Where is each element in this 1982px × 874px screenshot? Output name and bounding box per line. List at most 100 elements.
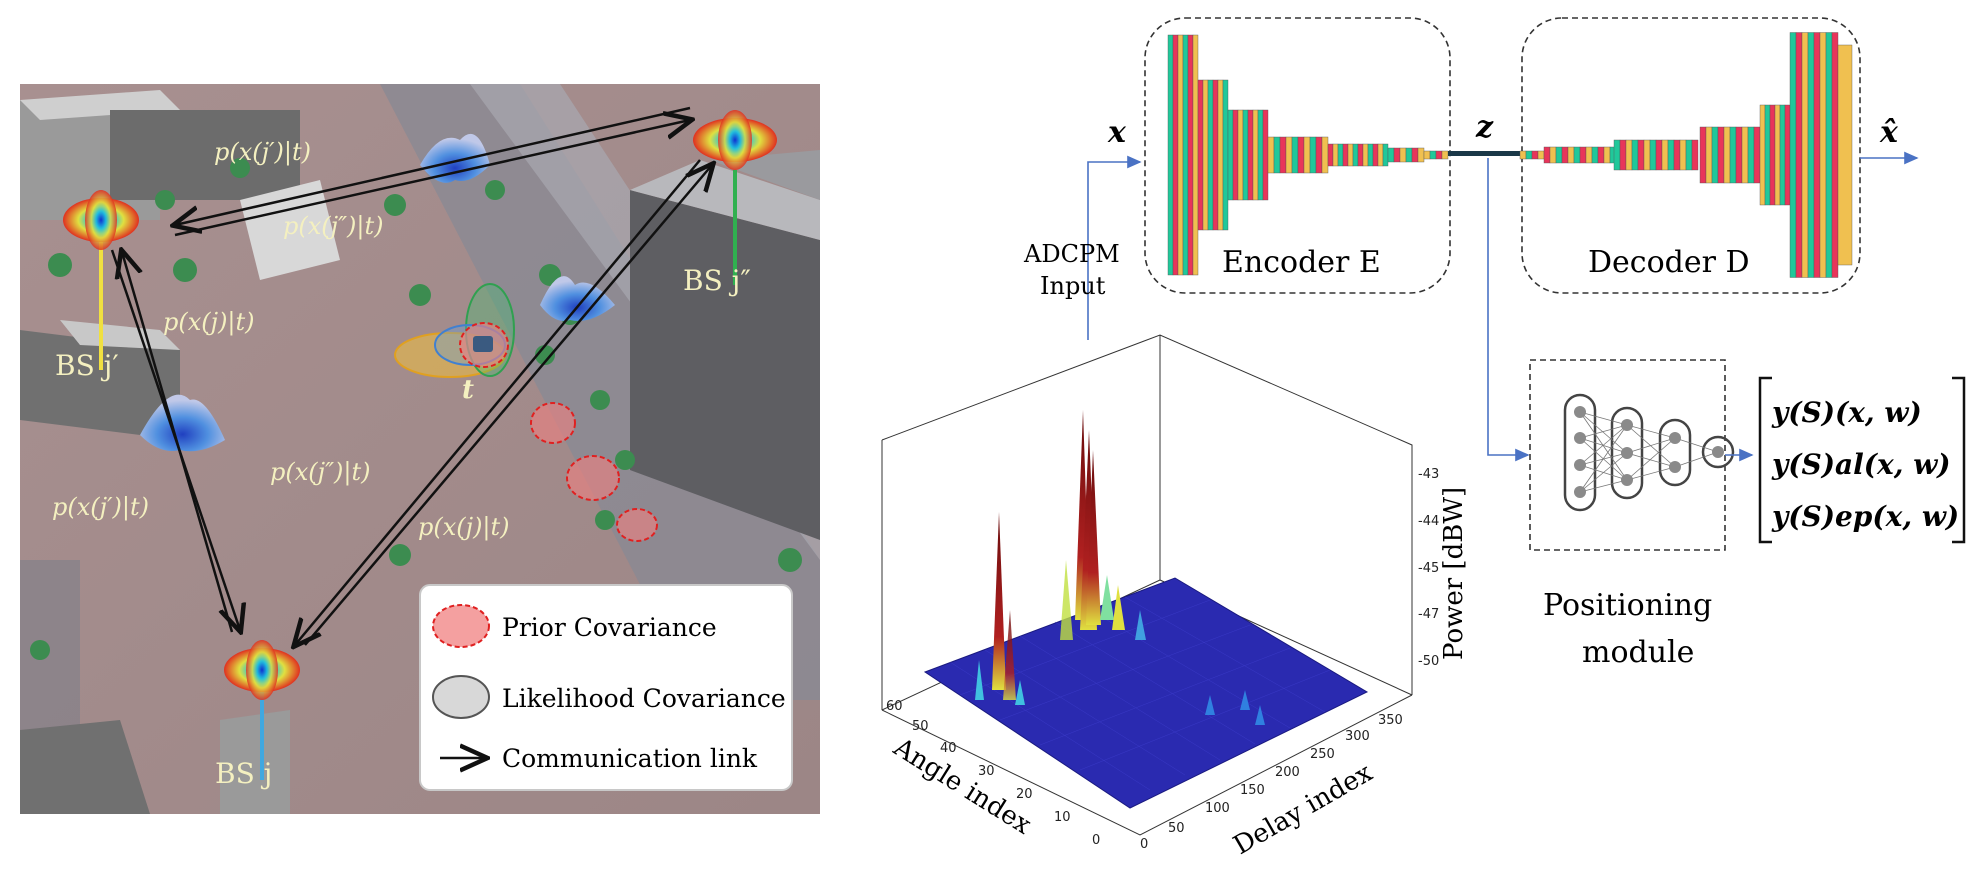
decoder-layers	[1519, 32, 1853, 278]
network-layer	[1291, 136, 1299, 174]
network-layer	[1735, 126, 1743, 184]
network-layer	[1741, 126, 1749, 184]
network-layer	[1591, 146, 1599, 164]
network-layer	[1729, 126, 1737, 184]
network-layer	[1691, 139, 1699, 171]
delay-tick: 250	[1310, 747, 1335, 762]
angle-tick: 50	[912, 719, 929, 734]
network-layer	[1661, 139, 1669, 171]
decoder-label: Decoder D	[1588, 245, 1750, 280]
network-layer	[1377, 143, 1384, 167]
network-layer	[1411, 147, 1419, 163]
link-label: p(x(j)|t)	[418, 513, 510, 542]
network-layer	[1759, 104, 1766, 206]
network-layer	[1769, 104, 1776, 206]
positioning-label: Positioning	[1543, 588, 1712, 623]
delay-tick: 200	[1275, 765, 1300, 780]
neural-network-icon	[1563, 393, 1735, 512]
network-layer	[1393, 147, 1401, 163]
beam-pattern-icon	[693, 110, 777, 170]
delay-tick: 50	[1168, 821, 1185, 836]
angle-tick: 0	[1092, 833, 1100, 848]
network-layer	[1801, 32, 1809, 278]
network-layer	[1679, 139, 1687, 171]
angle-axis-ticks: 0 10 20 30 40 50 60	[886, 699, 1100, 848]
input-arrow	[1087, 155, 1142, 340]
likelihood-mound-icon	[540, 276, 615, 321]
network-layer	[1625, 139, 1633, 171]
network-layer	[1543, 146, 1551, 164]
output-y-al: y(S)al(x, w)	[1771, 448, 1951, 481]
legend-label: Communication link	[502, 744, 758, 773]
network-layer	[1519, 150, 1527, 160]
z-axis-ticks: -43 -44 -45 -47 -50	[1418, 467, 1439, 669]
delay-tick: 150	[1240, 783, 1265, 798]
prior-ellipse-vehicle	[616, 508, 658, 542]
delay-axis-label: Delay index	[1229, 758, 1378, 862]
network-layer	[1405, 147, 1413, 163]
network-layer	[1705, 126, 1713, 184]
latent-to-positioning-arrow	[1487, 158, 1530, 462]
network-layer	[1273, 136, 1281, 174]
network-layer	[1549, 146, 1557, 164]
network-layer	[1807, 32, 1815, 278]
beam-pattern-icon	[224, 640, 300, 700]
network-layer	[1232, 109, 1239, 201]
positioning-label: module	[1582, 635, 1694, 670]
network-layer	[1352, 143, 1359, 167]
network-layer	[1561, 146, 1569, 164]
delay-axis-ticks: 0 50 100 150 200 250 300 350	[1140, 713, 1403, 852]
network-layer	[1187, 34, 1194, 276]
network-layer	[1423, 150, 1431, 160]
building-right	[630, 190, 820, 540]
building-left	[20, 330, 180, 440]
target-label: t	[462, 375, 474, 405]
network-layer	[1227, 109, 1234, 201]
network-layer	[1222, 79, 1229, 231]
network-layer	[1537, 150, 1545, 160]
network-layer	[1441, 150, 1449, 160]
link-label: p(x(j″)|t)	[283, 212, 384, 241]
network-layer	[1753, 126, 1761, 184]
angle-tick: 20	[1016, 787, 1033, 802]
network-layer	[1279, 136, 1287, 174]
output-y-s: y(S)(x, w)	[1771, 396, 1922, 429]
network-layer	[1435, 150, 1443, 160]
network-layer	[1262, 109, 1269, 201]
encoder-label: Encoder E	[1222, 245, 1381, 280]
latent-bar	[1448, 151, 1520, 156]
network-layer	[1321, 136, 1329, 174]
delay-tick: 350	[1378, 713, 1403, 728]
network-layer	[1711, 126, 1719, 184]
network-layer	[1212, 79, 1219, 231]
angle-tick: 60	[886, 699, 903, 714]
network-layer	[1685, 139, 1693, 171]
network-layer	[1813, 32, 1821, 278]
target-vehicle	[473, 336, 493, 352]
network-layer	[1207, 79, 1214, 231]
network-layer	[1723, 126, 1731, 184]
legend-label: Prior Covariance	[502, 613, 717, 642]
network-layer	[1357, 143, 1364, 167]
network-layer	[1779, 104, 1786, 206]
network-layer	[1387, 147, 1395, 163]
power-peaks	[975, 410, 1265, 725]
likelihood-mound-icon	[420, 133, 490, 183]
network-layer	[1332, 143, 1339, 167]
legend: Prior Covariance Likelihood Covariance C…	[419, 584, 793, 791]
network-layer	[1252, 109, 1259, 201]
building-top-center	[110, 110, 300, 200]
network-layer	[1237, 109, 1244, 201]
link-label: p(x(j″)|t)	[270, 458, 371, 487]
z-tick: -47	[1418, 607, 1439, 622]
network-layer	[1525, 150, 1533, 160]
prior-ellipse-icon	[432, 604, 490, 648]
network-layer	[1831, 32, 1839, 278]
output-y-ep: y(S)ep(x, w)	[1771, 500, 1959, 533]
network-layer	[1613, 139, 1621, 171]
legend-label: Likelihood Covariance	[502, 684, 786, 713]
bs-label: BS j	[215, 757, 272, 790]
prior-ellipse-vehicle	[530, 402, 576, 444]
link-label: p(x(j′)|t)	[214, 138, 311, 167]
angle-tick: 10	[1054, 810, 1071, 825]
